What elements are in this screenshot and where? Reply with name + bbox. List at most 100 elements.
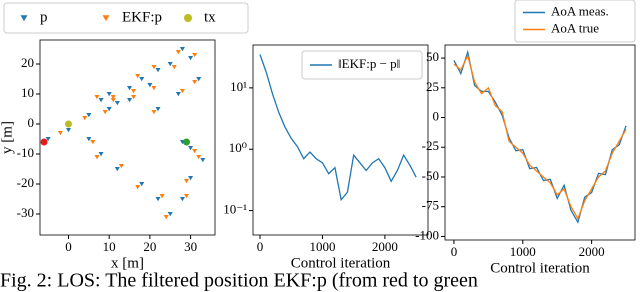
- x-axis-label: Control iteration: [291, 255, 391, 271]
- axes-frame: [252, 44, 429, 236]
- line: [453, 53, 627, 221]
- point: [147, 83, 153, 88]
- point: [192, 149, 198, 154]
- legend: ‖EKF:p − p‖: [301, 50, 423, 80]
- y-tick-label: -75: [422, 198, 439, 213]
- point: [110, 95, 116, 100]
- legend-marker: [102, 15, 110, 22]
- axes-frame: [39, 39, 216, 236]
- point: [86, 137, 92, 142]
- point: [110, 98, 116, 103]
- x-tick-label: 0: [65, 239, 72, 254]
- point: [102, 110, 108, 115]
- x-tick-label: 1000: [510, 244, 536, 259]
- point: [127, 86, 133, 91]
- legend-label: p: [40, 9, 48, 25]
- point: [163, 215, 169, 220]
- y-tick-label: 10: [21, 85, 34, 100]
- plot-area: [259, 54, 417, 202]
- point: [135, 74, 141, 79]
- legend-marker: [20, 15, 28, 22]
- point: [167, 62, 173, 67]
- point: [171, 65, 177, 70]
- point: [155, 107, 161, 112]
- start-color-point: [40, 138, 48, 146]
- point: [196, 77, 202, 82]
- y-tick-label: 10¹: [230, 79, 247, 94]
- point: [151, 86, 157, 91]
- point: [57, 131, 63, 136]
- line: [259, 54, 417, 202]
- x-tick-label: 0: [451, 244, 458, 259]
- legend-marker: [184, 14, 192, 22]
- subplot: 0 1000 2000 -100 -75 -50 -25 0 25 50 Control itera…: [415, 0, 636, 276]
- point: [45, 137, 51, 142]
- point: [179, 47, 185, 52]
- legend-label: AoA true: [551, 20, 599, 35]
- point: [192, 53, 198, 58]
- y-tick-label: -30: [17, 205, 34, 220]
- point: [151, 110, 157, 115]
- legend: AoA meas. AoA true: [514, 0, 636, 43]
- line: [453, 49, 627, 224]
- caption: Fig. 2: LOS: The filtered position EKF:p…: [0, 270, 478, 292]
- legend: p EKF:p tx: [3, 2, 249, 34]
- y-axis-label: y [m]: [0, 121, 15, 154]
- y-tick-label: 20: [21, 55, 34, 70]
- x-tick-label: 30: [184, 239, 197, 254]
- point: [106, 92, 112, 97]
- legend-box: [514, 0, 636, 43]
- point: [106, 107, 112, 112]
- legend-box: [3, 2, 249, 34]
- x-tick-label: 10: [103, 239, 116, 254]
- legend-label: AoA meas.: [551, 3, 609, 18]
- y-tick-label: 0: [28, 115, 35, 130]
- point: [98, 98, 104, 103]
- point: [192, 80, 198, 85]
- x-axis-label: Control iteration: [490, 260, 590, 276]
- y-tick-label: 10⁻¹: [223, 202, 247, 217]
- point: [98, 152, 104, 157]
- legend-box: [301, 50, 423, 80]
- point: [159, 194, 165, 199]
- point: [86, 113, 92, 118]
- y-tick-label: 25: [426, 79, 439, 94]
- point: [155, 68, 161, 73]
- point: [94, 95, 100, 100]
- y-tick-label: -25: [422, 138, 439, 153]
- point: [175, 50, 181, 55]
- point: [167, 212, 173, 217]
- point: [188, 176, 194, 181]
- point: [64, 120, 72, 128]
- point: [179, 89, 185, 94]
- point: [82, 116, 88, 121]
- y-tick-label: -50: [422, 168, 439, 183]
- point: [184, 194, 190, 199]
- point: [90, 140, 96, 145]
- point: [131, 89, 137, 94]
- y-tick-label: -10: [17, 145, 34, 160]
- y-tick-label: 0: [433, 109, 440, 124]
- end-color-point: [183, 138, 191, 146]
- plot-area: [40, 47, 206, 220]
- point: [118, 164, 124, 169]
- plot-area: [453, 49, 627, 224]
- point: [151, 65, 157, 70]
- x-axis-label: x [m]: [111, 255, 144, 271]
- legend-label: EKF:p: [122, 9, 162, 25]
- point: [127, 98, 133, 103]
- axes-frame: [444, 44, 636, 241]
- y-tick-label: 50: [426, 49, 439, 64]
- x-tick-label: 2000: [579, 244, 605, 259]
- x-tick-label: 2000: [372, 239, 398, 254]
- point: [155, 197, 161, 202]
- y-tick-label: -20: [17, 175, 34, 190]
- point: [65, 128, 71, 133]
- x-tick-label: 1000: [309, 239, 335, 254]
- point: [139, 182, 145, 187]
- x-tick-label: 20: [143, 239, 156, 254]
- point: [179, 197, 185, 202]
- x-tick-label: 0: [257, 239, 264, 254]
